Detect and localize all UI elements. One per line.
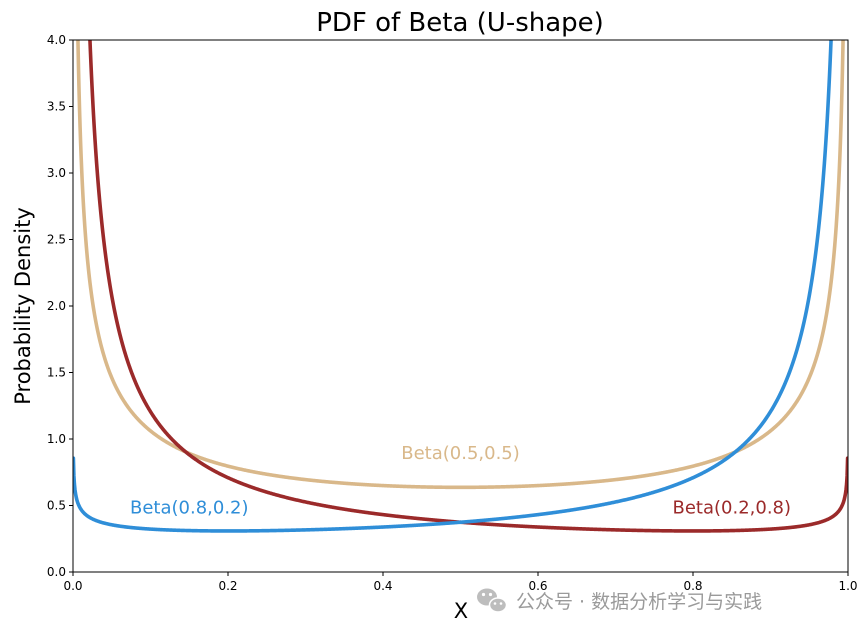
y-axis-label: Probability Density xyxy=(11,207,35,405)
x-tick-label: 0.8 xyxy=(683,579,702,593)
y-tick-label: 3.0 xyxy=(47,166,66,180)
chart-title: PDF of Beta (U-shape) xyxy=(316,8,604,38)
series-curves xyxy=(73,40,848,533)
x-axis-label: X xyxy=(454,599,468,623)
y-tick-label: 1.5 xyxy=(47,366,66,380)
series-label-beta-0-5-0-5: Beta(0.5,0.5) xyxy=(401,443,520,464)
watermark-text: 公众号 · 数据分析学习与实践 xyxy=(516,591,762,613)
series-line-beta-0-5-0-5 xyxy=(76,40,845,490)
y-tick-label: 0.5 xyxy=(47,499,66,513)
plot-area xyxy=(72,39,849,573)
y-tick-label: 4.0 xyxy=(47,33,66,47)
y-tick-label: 0.0 xyxy=(47,565,66,579)
x-tick-label: 0.2 xyxy=(218,579,237,593)
y-tick-label: 1.0 xyxy=(47,432,66,446)
y-tick-label: 3.5 xyxy=(47,100,66,114)
series-line-beta-0-8-0-2 xyxy=(73,40,833,533)
x-tick-label: 1.0 xyxy=(838,579,857,593)
series-label-beta-0-8-0-2: Beta(0.8,0.2) xyxy=(130,497,249,518)
x-tick-label: 0.4 xyxy=(373,579,392,593)
x-tick-label: 0.6 xyxy=(528,579,547,593)
x-tick-label: 0.0 xyxy=(63,579,82,593)
axes-frame xyxy=(72,39,849,573)
y-axis-ticks: 0.0 0.5 1.0 1.5 2.0 2.5 3.0 3.5 4.0 xyxy=(47,33,73,579)
x-axis-ticks: 0.0 0.2 0.4 0.6 0.8 1.0 xyxy=(63,572,858,593)
wechat-icon xyxy=(477,588,508,613)
watermark: 公众号 · 数据分析学习与实践 xyxy=(477,588,762,613)
series-label-beta-0-2-0-8: Beta(0.2,0.8) xyxy=(672,497,791,518)
series-labels: Beta(0.5,0.5) Beta(0.2,0.8) Beta(0.8,0.2) xyxy=(130,443,791,519)
y-tick-label: 2.5 xyxy=(47,233,66,247)
y-tick-label: 2.0 xyxy=(47,299,66,313)
